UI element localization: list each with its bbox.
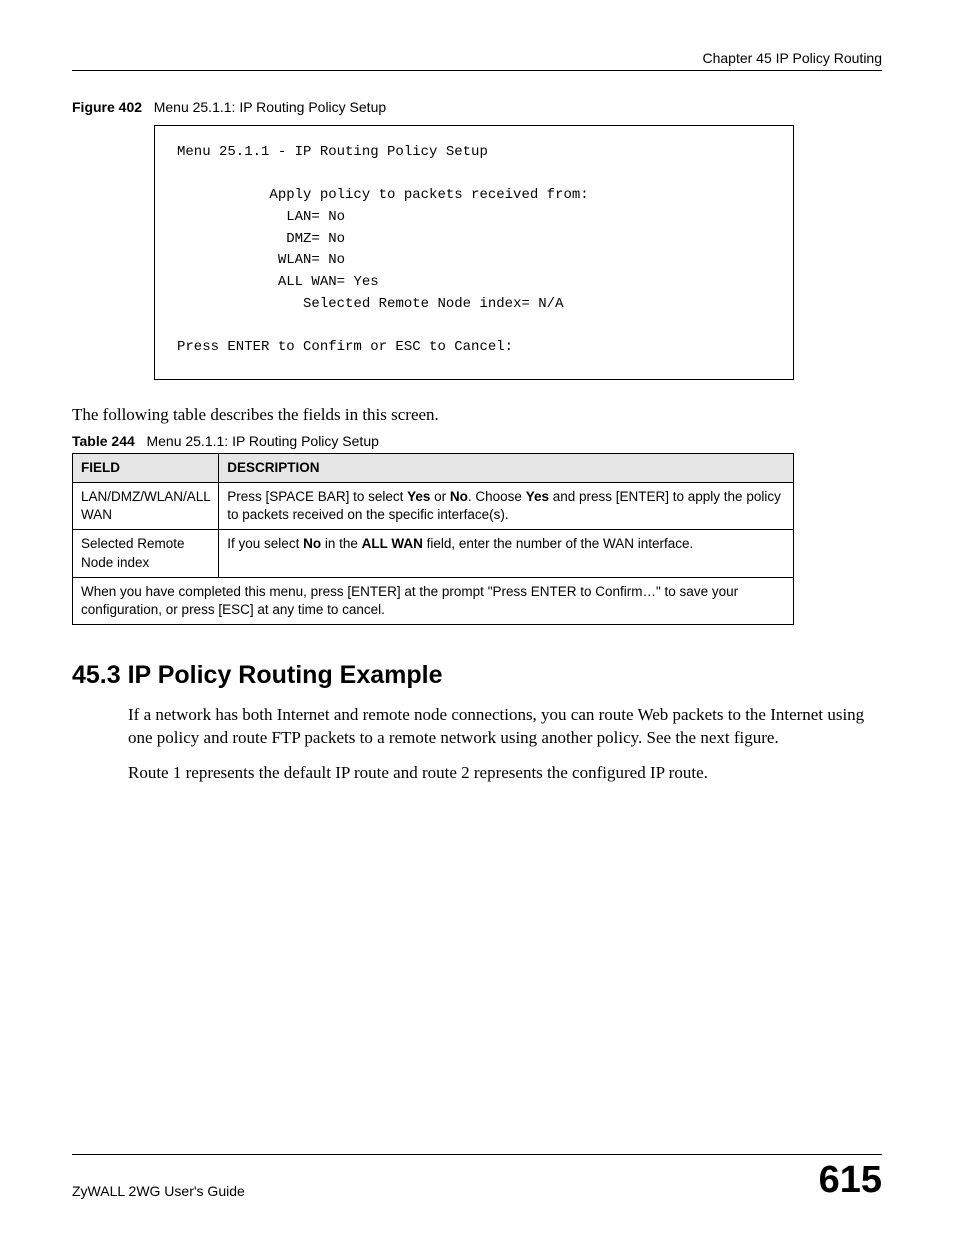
figure-title: Menu 25.1.1: IP Routing Policy Setup [154, 99, 386, 115]
table-row: LAN/DMZ/WLAN/ALL WAN Press [SPACE BAR] t… [73, 483, 794, 530]
section-para-2: Route 1 represents the default IP route … [128, 762, 882, 785]
table-label: Table 244 [72, 433, 135, 449]
chapter-title: Chapter 45 IP Policy Routing [702, 50, 882, 66]
table-row: Selected Remote Node index If you select… [73, 530, 794, 577]
terminal-box: Menu 25.1.1 - IP Routing Policy Setup Ap… [154, 125, 794, 380]
footer-guide: ZyWALL 2WG User's Guide [72, 1183, 245, 1199]
term-prompt: Apply policy to packets received from: [269, 187, 588, 203]
table-row: When you have completed this menu, press… [73, 577, 794, 624]
term-selected: Selected Remote Node index= N/A [303, 296, 563, 312]
term-lan: LAN= No [286, 209, 345, 225]
term-allwan: ALL WAN= Yes [278, 274, 379, 290]
table-intro: The following table describes the fields… [72, 404, 882, 427]
term-wlan: WLAN= No [278, 252, 345, 268]
table-header-row: FIELD DESCRIPTION [73, 453, 794, 482]
cell-field-2: Selected Remote Node index [73, 530, 219, 577]
page: Chapter 45 IP Policy Routing Figure 402 … [0, 0, 954, 1235]
table-caption: Table 244 Menu 25.1.1: IP Routing Policy… [72, 433, 882, 449]
cell-footer-note: When you have completed this menu, press… [73, 577, 794, 624]
section-heading: 45.3 IP Policy Routing Example [72, 661, 882, 690]
th-desc: DESCRIPTION [219, 453, 794, 482]
th-field: FIELD [73, 453, 219, 482]
section-body: If a network has both Internet and remot… [128, 704, 882, 785]
cell-desc-1: Press [SPACE BAR] to select Yes or No. C… [219, 483, 794, 530]
field-table: FIELD DESCRIPTION LAN/DMZ/WLAN/ALL WAN P… [72, 453, 794, 626]
term-dmz: DMZ= No [286, 231, 345, 247]
cell-field-1: LAN/DMZ/WLAN/ALL WAN [73, 483, 219, 530]
section-para-1: If a network has both Internet and remot… [128, 704, 882, 750]
table-title: Menu 25.1.1: IP Routing Policy Setup [146, 433, 378, 449]
page-footer: ZyWALL 2WG User's Guide 615 [72, 1154, 882, 1199]
term-title: Menu 25.1.1 - IP Routing Policy Setup [177, 144, 488, 160]
cell-desc-2: If you select No in the ALL WAN field, e… [219, 530, 794, 577]
term-confirm: Press ENTER to Confirm or ESC to Cancel: [177, 339, 513, 355]
figure-caption: Figure 402 Menu 25.1.1: IP Routing Polic… [72, 99, 882, 115]
footer-page-number: 615 [819, 1161, 882, 1199]
figure-label: Figure 402 [72, 99, 142, 115]
chapter-header: Chapter 45 IP Policy Routing [72, 50, 882, 71]
